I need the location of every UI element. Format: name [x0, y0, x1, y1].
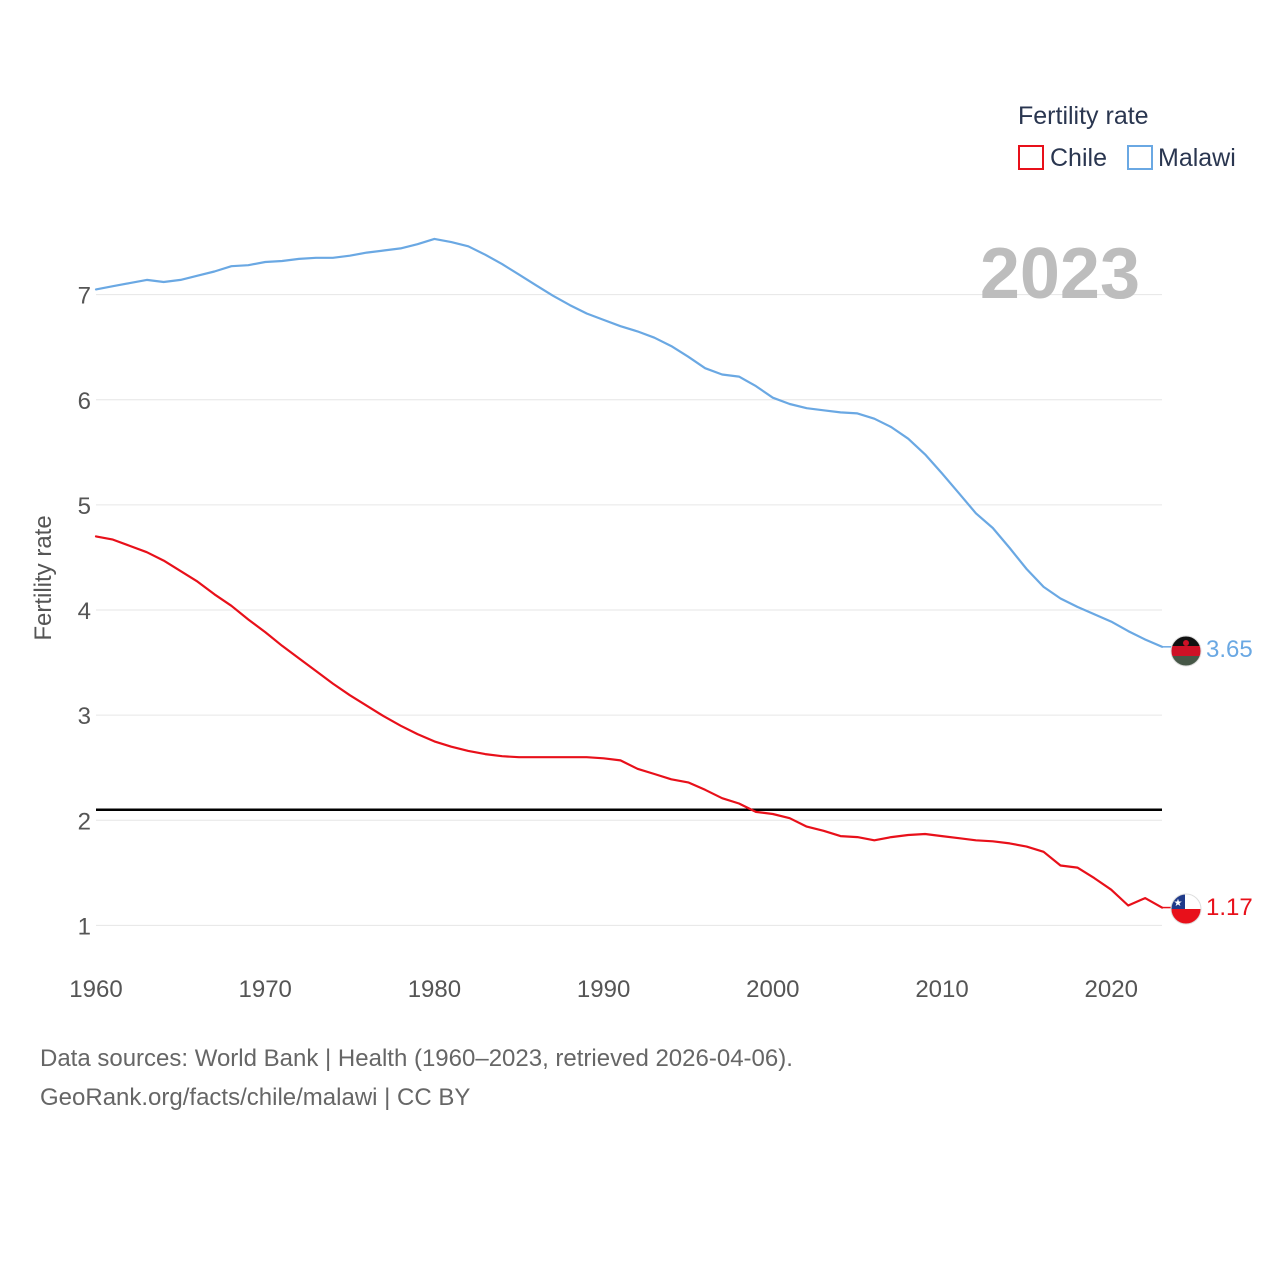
y-tick-label-6: 6 [78, 388, 91, 415]
x-tick-label-1990: 1990 [577, 976, 630, 1003]
legend-item-chile[interactable]: Chile [1018, 144, 1107, 172]
legend-swatch-malawi [1127, 145, 1153, 170]
y-tick-label-2: 2 [78, 808, 91, 835]
x-axis-ticks: 1960 1970 1980 1990 2000 2010 2020 [69, 976, 1138, 1003]
series-line-chile [94, 535, 1164, 909]
series-lines [94, 237, 1172, 909]
y-axis-title: Fertility rate [30, 515, 57, 640]
footer-sources: Data sources: World Bank | Health (1960–… [40, 1045, 793, 1072]
x-tick-label-2010: 2010 [915, 976, 968, 1003]
series-line-malawi [94, 237, 1164, 648]
x-tick-label-1960: 1960 [69, 976, 122, 1003]
y-tick-label-3: 3 [78, 703, 91, 730]
y-tick-label-5: 5 [78, 493, 91, 520]
y-tick-label-7: 7 [78, 283, 91, 310]
svg-text:★: ★ [1174, 898, 1183, 909]
legend-label-chile: Chile [1050, 144, 1107, 172]
x-tick-label-2020: 2020 [1085, 976, 1138, 1003]
malawi-flag-icon [1170, 635, 1202, 667]
legend-swatch-chile [1018, 145, 1044, 170]
x-tick-label-2000: 2000 [746, 976, 799, 1003]
y-axis-ticks: 1 2 3 4 5 6 7 [78, 283, 91, 941]
legend-item-malawi[interactable]: Malawi [1127, 144, 1236, 172]
y-tick-label-1: 1 [78, 913, 91, 940]
malawi-end-value: 3.65 [1206, 636, 1253, 663]
legend-label-malawi: Malawi [1158, 144, 1236, 172]
y-tick-label-4: 4 [78, 598, 91, 625]
year-label: 2023 [980, 234, 1140, 314]
x-tick-label-1980: 1980 [408, 976, 461, 1003]
legend-title: Fertility rate [1018, 102, 1149, 130]
x-tick-label-1970: 1970 [239, 976, 292, 1003]
legend: Fertility rate Chile Malawi [1018, 102, 1236, 172]
footer-attribution[interactable]: GeoRank.org/facts/chile/malawi | CC BY [40, 1084, 471, 1111]
chile-flag-icon: ★ [1170, 893, 1202, 925]
grid-lines [96, 294, 1162, 926]
chile-end-value: 1.17 [1206, 894, 1253, 921]
